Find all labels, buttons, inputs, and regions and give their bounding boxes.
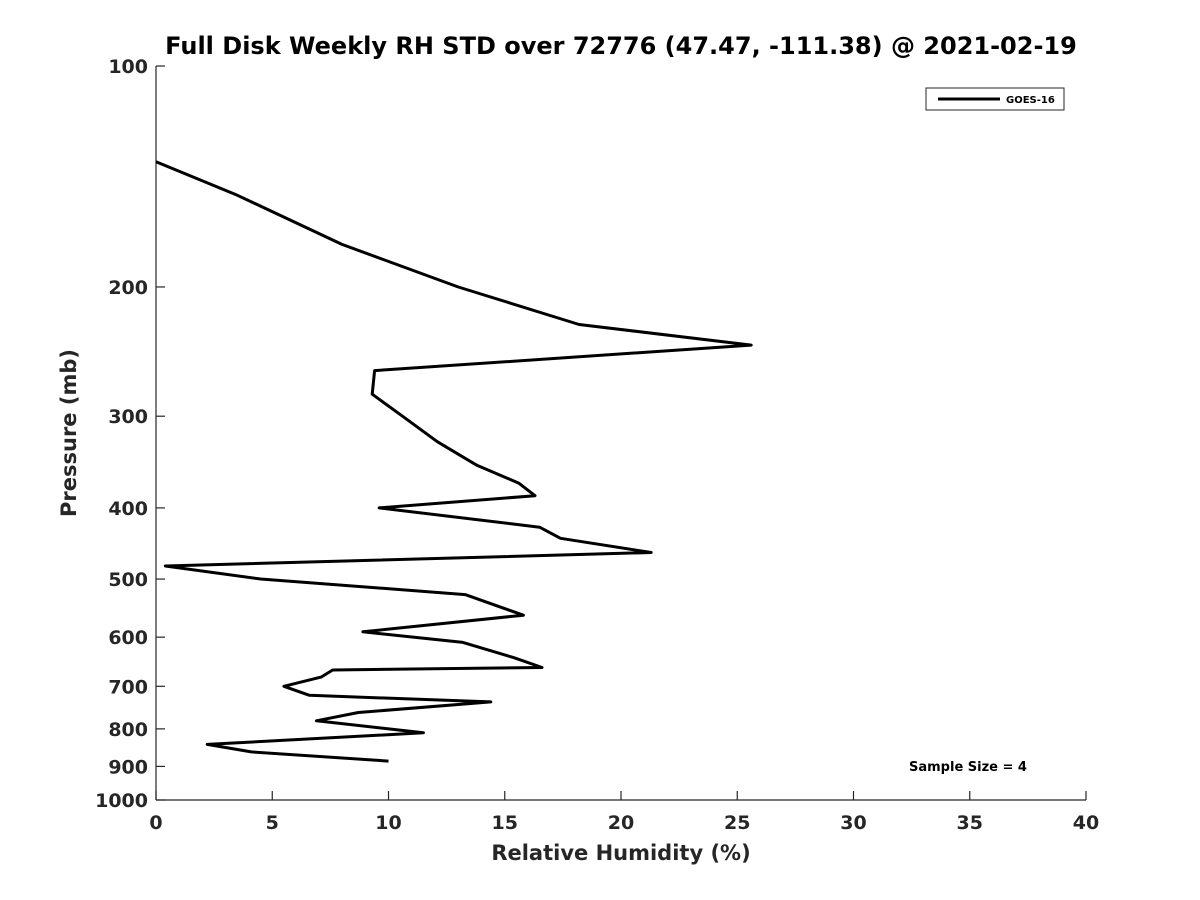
x-axis-ticks: 0 5 10 15 20 25 30 35 40 bbox=[149, 791, 1099, 834]
sample-size-annotation: Sample Size = 4 bbox=[909, 760, 1027, 775]
y-tick-label: 600 bbox=[108, 627, 148, 649]
y-tick-label: 100 bbox=[108, 56, 148, 78]
x-tick-label: 15 bbox=[492, 812, 518, 834]
y-tick-label: 800 bbox=[108, 719, 148, 741]
y-tick-label: 200 bbox=[108, 277, 148, 299]
x-tick-label: 10 bbox=[375, 812, 401, 834]
y-tick-label: 1000 bbox=[95, 790, 148, 812]
y-tick-label: 900 bbox=[108, 756, 148, 778]
x-axis-label: Relative Humidity (%) bbox=[491, 841, 750, 865]
series-line-goes-16 bbox=[155, 160, 753, 763]
x-tick-label: 5 bbox=[266, 812, 279, 834]
y-tick-label: 500 bbox=[108, 569, 148, 591]
y-axis-label: Pressure (mb) bbox=[57, 349, 81, 517]
legend: GOES-16 bbox=[925, 87, 1065, 111]
legend-entry-goes-16: GOES-16 bbox=[1006, 95, 1055, 106]
chart-title: Full Disk Weekly RH STD over 72776 (47.4… bbox=[165, 32, 1077, 60]
series-layer bbox=[155, 160, 753, 763]
x-tick-label: 40 bbox=[1073, 812, 1099, 834]
y-tick-label: 400 bbox=[108, 498, 148, 520]
x-tick-label: 30 bbox=[840, 812, 866, 834]
x-tick-label: 0 bbox=[149, 812, 162, 834]
x-tick-label: 35 bbox=[957, 812, 983, 834]
x-tick-label: 20 bbox=[608, 812, 634, 834]
y-axis-ticks: 100 200 300 400 500 600 700 800 900 1000 bbox=[95, 56, 165, 812]
x-tick-label: 25 bbox=[724, 812, 750, 834]
y-tick-label: 300 bbox=[108, 406, 148, 428]
y-tick-label: 700 bbox=[108, 676, 148, 698]
